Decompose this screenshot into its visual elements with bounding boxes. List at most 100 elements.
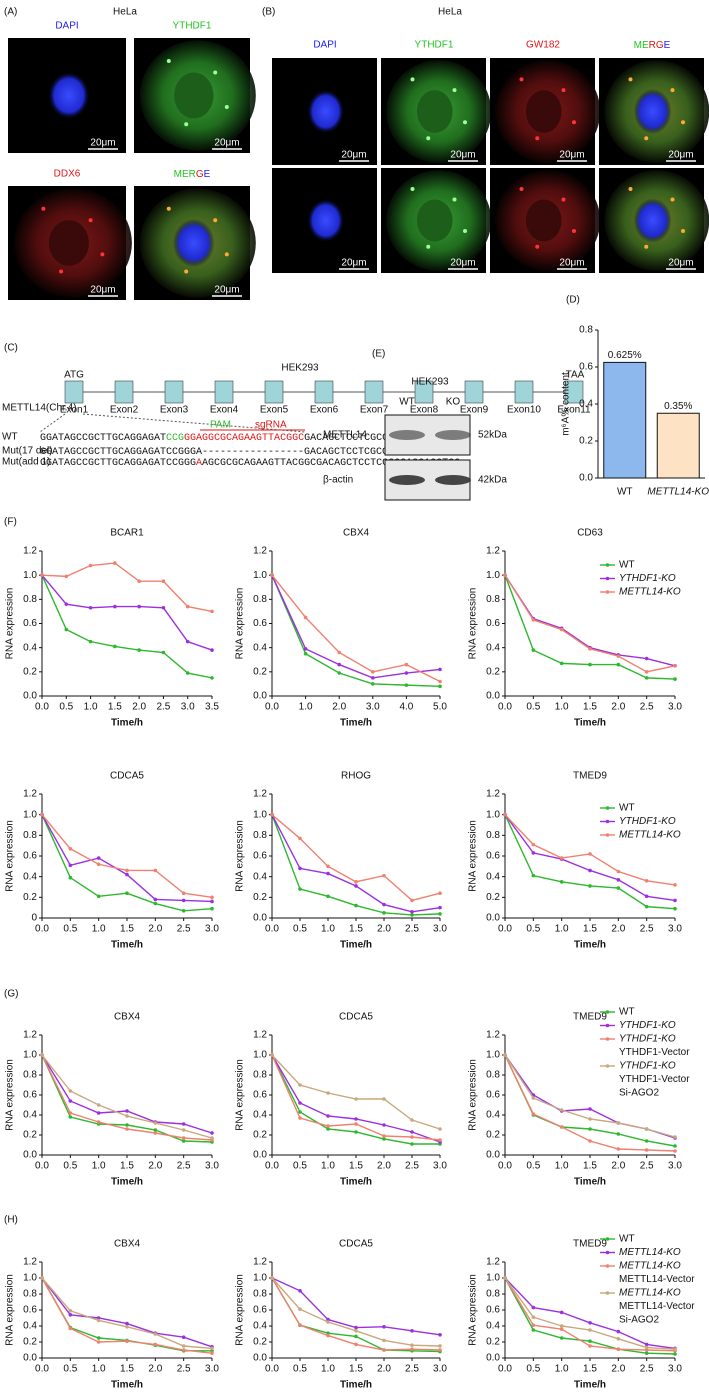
exon: [414, 380, 434, 404]
stain-label: MERGE: [634, 40, 671, 51]
y-tick-label: 0.2: [23, 1130, 37, 1141]
data-point: [88, 605, 93, 610]
panel-label: (H): [4, 1215, 18, 1226]
y-tick-label: 0.2: [253, 666, 267, 677]
x-tick-label: 1.0: [555, 1364, 569, 1375]
y-tick-label: 1.2: [253, 546, 267, 557]
sequence: GGATAGCCGCTTGCAGGAGATCCGGGAGGCGCAGAAGTTA…: [40, 433, 448, 444]
chart-title: CD63: [577, 528, 603, 539]
cell-line: HeLa: [438, 7, 462, 18]
x-tick-label: 0.0: [498, 1161, 512, 1172]
nucleus-region: [48, 220, 89, 266]
data-point: [531, 1112, 536, 1116]
x-tick-label: 3.0: [205, 1161, 219, 1172]
data-point: [673, 1135, 677, 1139]
data-point: [588, 1139, 592, 1143]
scale-bar-label: 20μm: [341, 258, 366, 269]
legend-marker: [605, 1023, 610, 1028]
sequence-part: GGAGGCGCAGAAGTTACGGC: [184, 433, 304, 444]
bar: [656, 412, 700, 479]
stain-label: DAPI: [313, 40, 336, 51]
data-point: [531, 1315, 536, 1319]
data-point: [382, 911, 386, 915]
y-tick-label: 0.0: [23, 691, 37, 702]
y-tick-label: 0.2: [253, 892, 267, 903]
data-point: [326, 1124, 330, 1128]
x-tick-label: 0.5: [526, 1364, 540, 1375]
data-point: [559, 627, 564, 632]
y-tick-label: 1.0: [486, 1273, 500, 1284]
data-point: [153, 1128, 158, 1132]
x-tick-label: 1.0: [84, 702, 98, 713]
data-point: [644, 656, 649, 661]
data-point: [438, 905, 442, 910]
y-axis-label: RNA expression: [5, 588, 16, 660]
data-point: [64, 574, 69, 579]
stain-label: DAPI: [55, 21, 78, 32]
granule: [561, 88, 566, 93]
y-tick-label: 0.8: [253, 1289, 267, 1300]
data-point: [88, 563, 93, 568]
y-tick-label: 0.6: [23, 1305, 37, 1316]
data-point: [210, 609, 214, 614]
data-point: [113, 561, 117, 565]
data-point: [161, 650, 166, 655]
nucleus-region: [416, 199, 453, 242]
x-tick-label: 2.0: [611, 924, 625, 935]
panel-label: (D): [566, 295, 580, 306]
chart-title: CDCA5: [110, 771, 144, 782]
x-axis-label: Time/h: [574, 718, 606, 729]
data-point: [298, 1110, 302, 1114]
data-point: [404, 683, 409, 687]
data-point: [588, 852, 592, 856]
legend-label: YTHDF1-KO: [619, 573, 676, 584]
y-tick-label: 0.2: [23, 1337, 37, 1348]
data-point: [185, 604, 190, 609]
series-line: [41, 1054, 213, 1134]
data-point: [40, 812, 44, 817]
data-point: [616, 1121, 621, 1125]
exon-label: Exon9: [460, 405, 489, 416]
scale-bar-label: 20μm: [450, 258, 475, 269]
chart-title: BCAR1: [110, 528, 144, 539]
stain-label-part: RG: [649, 40, 664, 51]
x-tick-label: 1.5: [583, 702, 597, 713]
exon-label: Exon10: [507, 405, 541, 416]
granule: [628, 187, 633, 191]
data-point: [210, 1131, 214, 1135]
data-point: [559, 1324, 564, 1328]
data-point: [137, 648, 141, 652]
y-tick-label: 0.0: [253, 1353, 267, 1364]
y-tick-label: 1.2: [23, 1030, 37, 1041]
x-axis-label: Time/h: [340, 718, 372, 729]
data-point: [210, 1351, 214, 1355]
chart-title: CDCA5: [339, 1012, 373, 1023]
data-point: [181, 898, 186, 903]
x-tick-label: 0.5: [526, 702, 540, 713]
y-axis-label: RNA expression: [468, 1059, 479, 1131]
nucleus-region: [416, 90, 453, 133]
y-tick-label: 0.4: [23, 1110, 37, 1121]
x-tick-label: 1.0: [555, 1161, 569, 1172]
x-tick-label: 1.0: [92, 1364, 106, 1375]
y-tick-label: 0.2: [23, 892, 37, 903]
data-point: [181, 1136, 186, 1140]
data-point: [298, 1323, 302, 1327]
data-point: [210, 906, 214, 911]
series-line: [41, 562, 213, 613]
x-tick-label: 1.5: [349, 1161, 363, 1172]
value-label: 0.625%: [608, 350, 642, 361]
data-point: [382, 1134, 386, 1138]
x-axis-label: Time/h: [111, 1380, 143, 1391]
data-point: [303, 651, 308, 656]
y-tick-label: 0.0: [579, 473, 593, 484]
data-point: [153, 897, 158, 902]
data-point: [181, 1139, 186, 1143]
data-point: [125, 1127, 129, 1131]
stain-label: GW182: [526, 40, 560, 51]
data-point: [113, 604, 117, 609]
scale-bar-label: 20μm: [450, 150, 475, 161]
x-tick-label: 3.0: [668, 1364, 682, 1375]
data-point: [181, 1128, 186, 1132]
data-point: [68, 1089, 73, 1093]
